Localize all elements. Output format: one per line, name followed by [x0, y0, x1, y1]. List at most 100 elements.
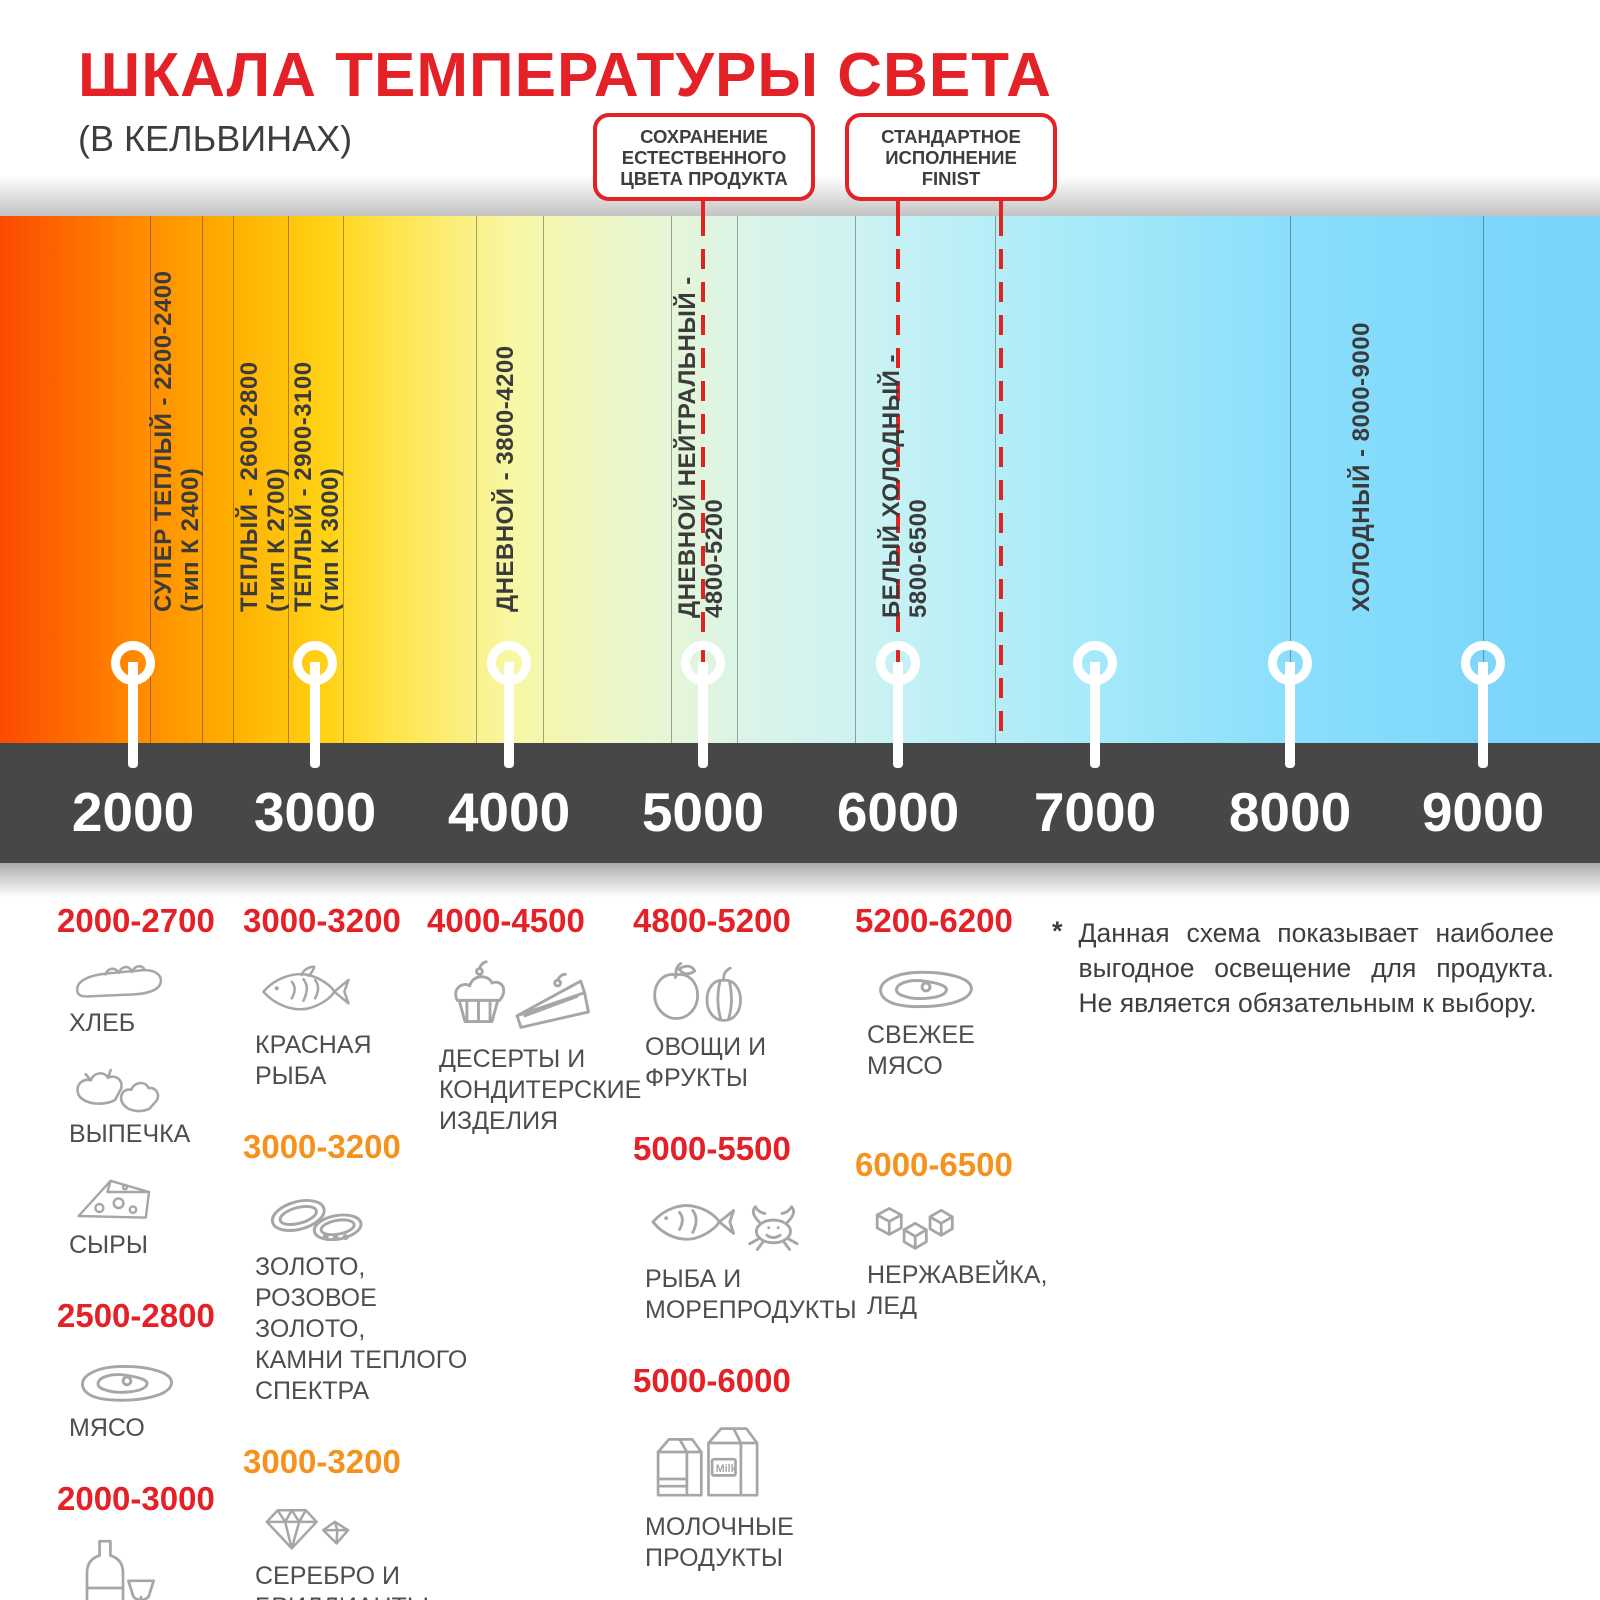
bottom-shadow-strip: [0, 863, 1600, 897]
range-heading: 2000-3000: [57, 1480, 215, 1517]
axis-tick-8000: 8000: [1228, 781, 1352, 843]
axis-tick-7000: 7000: [1033, 781, 1157, 843]
axis-tick-5000: 5000: [641, 781, 765, 843]
marker-stem-6000: [893, 662, 903, 768]
marker-stem-5000: [698, 662, 708, 768]
category-item: МЯСО: [57, 1343, 185, 1444]
range-heading: 3000-3200: [243, 1443, 401, 1480]
zone-boundary-line: [1483, 216, 1484, 743]
axis-tick-6000: 6000: [836, 781, 960, 843]
category-item: ВЫПЕЧКА: [57, 1049, 190, 1150]
zone-boundary-line: [202, 216, 203, 743]
footnote-asterisk: *: [1052, 916, 1063, 946]
item-label: СЕРЕБРО И БРИЛЛИАНТЫ: [255, 1562, 429, 1600]
category-item: ДЕСЕРТЫ И КОНДИТЕРСКИЕ ИЗДЕЛИЯ: [427, 948, 641, 1137]
kelvin-gradient-band: [0, 216, 1600, 743]
dashed-mark-6000: [896, 216, 900, 743]
dashed-mark-6500: [999, 216, 1003, 743]
marker-stem-4000: [504, 662, 514, 768]
range-heading: 3000-3200: [243, 1128, 401, 1165]
range-heading: 6000-6500: [855, 1146, 1013, 1183]
item-label: МЯСО: [69, 1414, 145, 1442]
milk-icon: [645, 1416, 763, 1506]
marker-stem-9000: [1478, 662, 1488, 768]
category-column-2: 3000-3200 КРАСНАЯ РЫБА 3000-3200 ЗОЛОТО,…: [243, 900, 493, 1600]
fresh-meat-icon: [867, 956, 985, 1014]
croissant-icon: [69, 1057, 173, 1113]
zone-label-daylight: ДНЕВНОЙ - 3800-4200: [492, 345, 519, 612]
item-label: КРАСНАЯ РЫБА: [255, 1031, 372, 1090]
item-label: ВЫПЕЧКА: [69, 1120, 191, 1148]
item-label: СВЕЖЕЕ МЯСО: [867, 1021, 975, 1080]
item-label: НЕРЖАВЕЙКА, ЛЕД: [867, 1261, 1048, 1320]
callout-finist-standard: СТАНДАРТНОЕ ИСПОЛНЕНИЕ FINIST: [845, 113, 1057, 201]
item-label: ХЛЕБ: [69, 1009, 136, 1037]
rings-icon: [255, 1182, 377, 1246]
item-label: ДЕСЕРТЫ И КОНДИТЕРСКИЕ ИЗДЕЛИЯ: [439, 1045, 642, 1135]
category-column-4: 4800-5200 ОВОЩИ И ФРУКТЫ 5000-5500 РЫБА …: [633, 900, 868, 1600]
axis-tick-2000: 2000: [71, 781, 195, 843]
range-heading: 5000-6000: [633, 1362, 791, 1399]
category-item: СЕРЕБРО И БРИЛЛИАНТЫ: [243, 1489, 429, 1600]
axis-tick-9000: 9000: [1421, 781, 1545, 843]
footnote: * Данная схема показывает наиболее выгод…: [1052, 916, 1554, 1021]
category-item: СЫРЫ: [57, 1160, 157, 1261]
range-heading: 5200-6200: [855, 902, 1013, 939]
marker-ring-2000: [111, 641, 155, 685]
page-subtitle: (В КЕЛЬВИНАХ): [78, 118, 353, 159]
page-title: ШКАЛА ТЕМПЕРАТУРЫ СВЕТА: [78, 41, 1052, 110]
marker-stem-2000: [128, 662, 138, 768]
axis-tick-4000: 4000: [447, 781, 571, 843]
zone-label-daylight-neutral: ДНЕВНОЙ НЕЙТРАЛЬНЫЙ -4800-5200: [674, 276, 728, 618]
item-label: ЗОЛОТО, РОЗОВОЕ ЗОЛОТО, КАМНИ ТЕПЛОГО СП…: [255, 1253, 468, 1405]
alcohol-icon: [69, 1534, 159, 1600]
frozen-food-icon: [645, 1592, 800, 1600]
bread-icon: [69, 956, 169, 1002]
category-item: ОВОЩИ И ФРУКТЫ: [633, 948, 766, 1094]
range-heading: 3000-3200: [243, 902, 401, 939]
category-item: ЗОЛОТО, РОЗОВОЕ ЗОЛОТО, КАМНИ ТЕПЛОГО СП…: [243, 1174, 493, 1407]
zone-boundary-line: [1290, 216, 1291, 743]
marker-stem-7000: [1090, 662, 1100, 768]
zone-boundary-line: [671, 216, 672, 743]
marker-ring-9000: [1461, 641, 1505, 685]
category-item: НЕРЖАВЕЙКА, ЛЕД: [855, 1192, 1047, 1322]
marker-stem-3000: [310, 662, 320, 768]
zone-label-warm-3000: ТЕПЛЫЙ - 2900-3100 (тип К 3000): [290, 361, 344, 612]
category-item: СВЕЖЕЕ МЯСО: [855, 948, 985, 1082]
callout-natural-color: СОХРАНЕНИЕ ЕСТЕСТВЕННОГО ЦВЕТА ПРОДУКТА: [593, 113, 815, 201]
callout-leg-5000: [701, 198, 705, 216]
marker-ring-5000: [681, 641, 725, 685]
marker-ring-4000: [487, 641, 531, 685]
callout-leg-6500: [999, 198, 1003, 216]
footnote-text: Данная схема показывает наиболее выгодно…: [1078, 918, 1554, 1018]
item-label: ОВОЩИ И ФРУКТЫ: [645, 1033, 767, 1092]
zone-boundary-line: [288, 216, 289, 743]
dashed-mark-5000: [701, 216, 705, 743]
callout-leg-6000: [896, 198, 900, 216]
marker-ring-7000: [1073, 641, 1117, 685]
produce-icon: [645, 956, 753, 1026]
marker-ring-8000: [1268, 641, 1312, 685]
zone-boundary-line: [150, 216, 151, 743]
category-item: РЫБА И МОРЕПРОДУКТЫ: [633, 1176, 857, 1326]
meat-icon: [69, 1351, 185, 1407]
cheese-icon: [69, 1168, 157, 1224]
item-label: РЫБА И МОРЕПРОДУКТЫ: [645, 1265, 857, 1324]
range-heading: 5000-5500: [633, 1130, 791, 1167]
zone-boundary-line: [855, 216, 856, 743]
ice-cubes-icon: [867, 1200, 969, 1254]
category-column-5: 5200-6200 СВЕЖЕЕ МЯСО 6000-6500 НЕРЖАВЕЙ…: [855, 900, 1050, 1328]
zone-label-cold-white: БЕЛЫЙ ХОЛОДНЫЙ -5800-6500: [878, 354, 932, 618]
zone-label-warm-2700: ТЕПЛЫЙ - 2600-2800 (тип К 2700): [236, 361, 290, 612]
category-item: КРАСНАЯ РЫБА: [243, 948, 372, 1092]
category-column-3: 4000-4500 ДЕСЕРТЫ И КОНДИТЕРСКИЕ ИЗДЕЛИЯ: [427, 900, 642, 1143]
zone-label-cold: ХОЛОДНЫЙ - 8000-9000: [1348, 322, 1375, 612]
zone-boundary-line: [543, 216, 544, 743]
category-column-1: 2000-2700 ХЛЕБ ВЫПЕЧКА СЫРЫ 2500-2800 МЯ…: [57, 900, 235, 1600]
marker-stem-8000: [1285, 662, 1295, 768]
category-item: АКОГОЛЬ: [57, 1526, 184, 1600]
range-heading: 2000-2700: [57, 902, 215, 939]
zone-boundary-line: [233, 216, 234, 743]
